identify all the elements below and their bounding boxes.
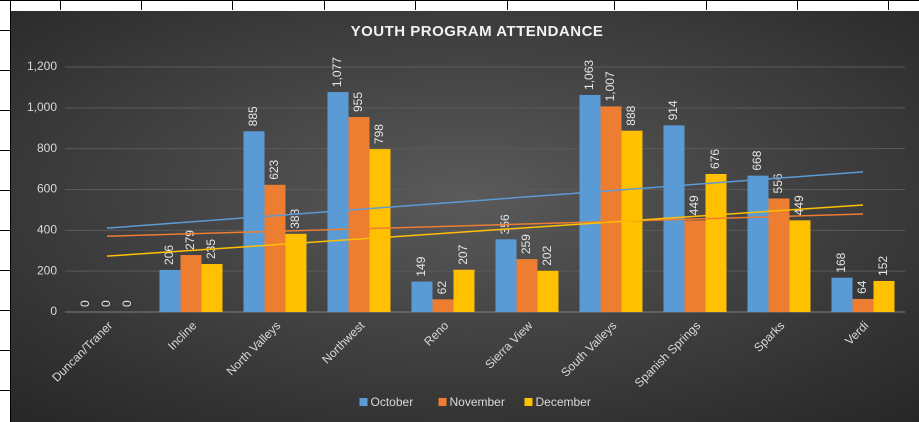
bar: [348, 117, 370, 312]
value-label: 149: [414, 256, 428, 276]
y-tick-label: 600: [37, 182, 57, 196]
value-label: 1,063: [582, 60, 596, 90]
bar: [159, 269, 181, 312]
value-label: 152: [876, 256, 890, 276]
bar: [579, 94, 601, 313]
legend-swatch: [438, 398, 447, 406]
y-tick-label: 1,200: [27, 59, 57, 73]
bar: [453, 269, 475, 312]
value-label: 914: [666, 100, 680, 120]
bar: [516, 259, 538, 312]
y-tick-label: 400: [37, 223, 57, 237]
bar: [663, 125, 685, 313]
trendline: [106, 171, 864, 229]
value-label: 383: [288, 208, 302, 228]
value-label: 206: [162, 245, 176, 265]
legend-label: November: [450, 395, 505, 409]
bar: [705, 173, 727, 312]
value-label: 1,077: [330, 57, 344, 87]
bar: [747, 175, 769, 312]
bar: [768, 198, 790, 312]
bar: [852, 298, 874, 312]
value-label: 556: [771, 173, 785, 193]
value-label: 885: [246, 106, 260, 126]
bar: [789, 220, 811, 312]
legend-swatch: [524, 398, 533, 406]
value-label: 676: [708, 149, 722, 169]
value-label: 64: [855, 280, 869, 294]
value-label: 955: [351, 92, 365, 112]
value-label: 207: [456, 244, 470, 264]
value-label: 449: [792, 195, 806, 215]
legend-label: October: [371, 395, 414, 409]
value-label: 449: [687, 195, 701, 215]
bar: [831, 277, 853, 312]
value-label: 888: [624, 105, 638, 125]
value-label: 1,007: [603, 71, 617, 101]
bar: [285, 233, 307, 312]
bar: [264, 184, 286, 312]
value-label: 0: [120, 300, 134, 307]
bar: [873, 280, 895, 312]
value-label: 798: [372, 124, 386, 144]
trendline: [106, 204, 864, 257]
chart-title: YOUTH PROGRAM ATTENDANCE: [351, 23, 604, 40]
value-label: 623: [267, 159, 281, 179]
trendline: [106, 213, 864, 238]
bar: [201, 264, 223, 312]
bar: [537, 270, 559, 312]
bar: [411, 281, 433, 312]
value-label: 259: [519, 234, 533, 254]
value-label: 279: [183, 230, 197, 250]
legend-swatch: [359, 398, 368, 406]
bar: [684, 220, 706, 312]
value-label: 62: [435, 281, 449, 295]
y-tick-label: 800: [37, 141, 57, 155]
value-label: 0: [99, 300, 113, 307]
value-label: 668: [750, 150, 764, 170]
bar: [495, 239, 517, 312]
bar: [327, 92, 349, 312]
bar: [369, 149, 391, 312]
value-label: 202: [540, 245, 554, 265]
bar: [243, 131, 265, 312]
y-tick-label: 200: [37, 263, 57, 277]
bar: [180, 255, 202, 312]
value-label: 0: [78, 300, 92, 307]
value-label: 168: [834, 252, 848, 272]
bar: [600, 106, 622, 312]
y-tick-label: 0: [50, 304, 57, 318]
bar: [432, 299, 454, 312]
legend-label: December: [536, 395, 591, 409]
y-tick-label: 1,000: [27, 100, 57, 114]
